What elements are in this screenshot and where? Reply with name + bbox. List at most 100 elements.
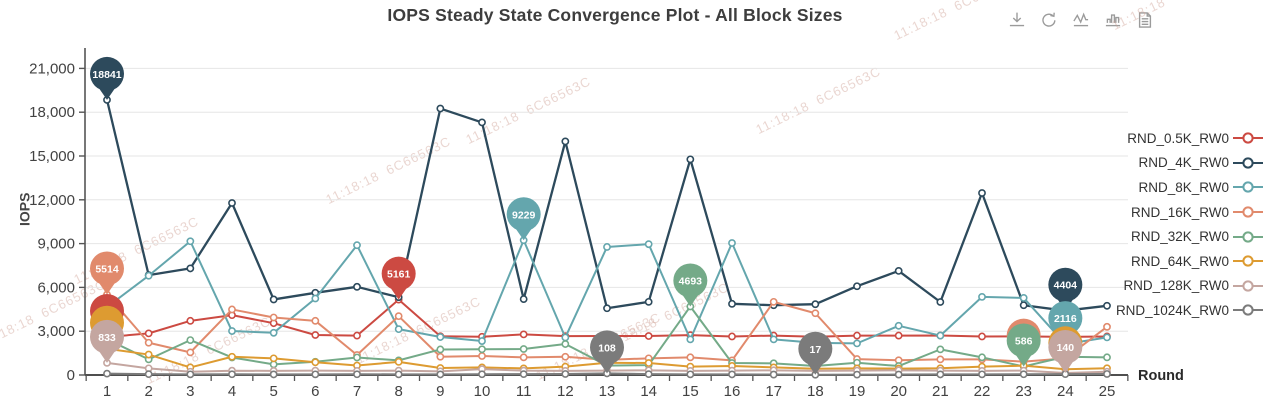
data-point[interactable] <box>728 299 736 308</box>
legend-item-RND_0.5K_RW0[interactable]: RND_0.5K_RW0 <box>1098 126 1264 151</box>
data-point[interactable] <box>1103 333 1111 342</box>
data-point[interactable] <box>519 330 528 339</box>
data-point[interactable] <box>269 328 278 337</box>
data-point[interactable] <box>436 370 445 379</box>
data-point[interactable] <box>228 199 236 207</box>
data-point[interactable] <box>269 295 278 304</box>
data-point[interactable] <box>853 370 861 379</box>
data-point[interactable] <box>603 243 611 251</box>
data-point[interactable] <box>936 355 945 364</box>
data-point[interactable] <box>353 331 361 340</box>
data-point[interactable] <box>811 300 820 309</box>
data-point[interactable] <box>894 331 903 340</box>
data-point[interactable] <box>894 267 903 275</box>
data-point[interactable] <box>311 358 320 367</box>
data-point[interactable] <box>978 332 986 341</box>
data-point[interactable] <box>394 325 403 334</box>
data-point[interactable] <box>478 352 486 360</box>
data-point[interactable] <box>269 313 278 322</box>
legend-item-RND_64K_RW0[interactable]: RND_64K_RW0 <box>1098 249 1264 274</box>
legend-item-RND_32K_RW0[interactable]: RND_32K_RW0 <box>1098 224 1264 249</box>
data-point[interactable] <box>1019 294 1028 302</box>
data-point[interactable] <box>811 309 820 318</box>
data-view-icon[interactable] <box>1136 11 1154 29</box>
data-point[interactable] <box>853 331 861 340</box>
data-point[interactable] <box>1103 322 1111 331</box>
data-point[interactable] <box>978 370 986 379</box>
data-point[interactable] <box>853 339 861 348</box>
data-point[interactable] <box>394 370 403 379</box>
data-point[interactable] <box>936 331 945 340</box>
data-point[interactable] <box>144 338 153 347</box>
data-point[interactable] <box>644 359 653 367</box>
data-point[interactable] <box>936 345 945 354</box>
data-point[interactable] <box>1019 370 1028 379</box>
data-point[interactable] <box>228 352 236 361</box>
data-point[interactable] <box>394 312 403 321</box>
data-point[interactable] <box>1103 353 1111 362</box>
data-point[interactable] <box>103 369 111 378</box>
data-point[interactable] <box>186 264 195 273</box>
data-point[interactable] <box>353 353 361 362</box>
data-point[interactable] <box>311 331 320 339</box>
data-point[interactable] <box>144 370 153 379</box>
data-point[interactable] <box>936 370 945 379</box>
data-point[interactable] <box>186 316 195 325</box>
bar-chart-icon[interactable] <box>1104 11 1122 29</box>
data-point[interactable] <box>478 118 486 127</box>
legend-item-RND_4K_RW0[interactable]: RND_4K_RW0 <box>1098 151 1264 176</box>
line-chart-icon[interactable] <box>1072 11 1090 29</box>
legend-item-RND_1024K_RW0[interactable]: RND_1024K_RW0 <box>1098 298 1264 323</box>
data-point[interactable] <box>561 340 570 348</box>
data-point[interactable] <box>1019 301 1028 310</box>
data-point[interactable] <box>1103 301 1111 310</box>
data-point[interactable] <box>186 348 195 357</box>
data-point[interactable] <box>519 353 528 362</box>
data-point[interactable] <box>894 370 903 379</box>
data-point[interactable] <box>519 295 528 303</box>
data-point[interactable] <box>311 294 320 303</box>
data-point[interactable] <box>186 237 195 246</box>
data-point[interactable] <box>519 345 528 353</box>
data-point[interactable] <box>978 189 986 197</box>
data-point[interactable] <box>353 282 361 291</box>
data-point[interactable] <box>144 271 153 280</box>
restore-icon[interactable] <box>1040 11 1058 29</box>
save-image-icon[interactable] <box>1008 11 1026 29</box>
data-point[interactable] <box>1103 370 1111 378</box>
data-point[interactable] <box>269 354 278 363</box>
data-point[interactable] <box>603 304 611 313</box>
data-point[interactable] <box>311 316 320 325</box>
data-point[interactable] <box>561 370 570 378</box>
data-point[interactable] <box>436 345 445 354</box>
data-point[interactable] <box>644 370 653 379</box>
data-point[interactable] <box>769 370 778 379</box>
data-point[interactable] <box>478 337 486 345</box>
data-point[interactable] <box>769 335 778 344</box>
data-point[interactable] <box>644 297 653 306</box>
data-point[interactable] <box>228 327 236 335</box>
legend-item-RND_16K_RW0[interactable]: RND_16K_RW0 <box>1098 200 1264 225</box>
data-point[interactable] <box>186 336 195 345</box>
data-point[interactable] <box>561 352 570 361</box>
data-point[interactable] <box>686 155 695 164</box>
data-point[interactable] <box>436 104 445 113</box>
data-point[interactable] <box>728 332 736 341</box>
data-point[interactable] <box>353 370 361 379</box>
data-point[interactable] <box>561 333 570 342</box>
data-point[interactable] <box>186 370 195 379</box>
legend-item-RND_128K_RW0[interactable]: RND_128K_RW0 <box>1098 274 1264 299</box>
data-point[interactable] <box>519 370 528 379</box>
data-point[interactable] <box>311 370 320 379</box>
data-point[interactable] <box>853 282 861 291</box>
data-point[interactable] <box>228 370 236 379</box>
data-point[interactable] <box>353 241 361 250</box>
data-point[interactable] <box>436 333 445 341</box>
data-point[interactable] <box>269 370 278 379</box>
data-point[interactable] <box>144 350 153 359</box>
legend-item-RND_8K_RW0[interactable]: RND_8K_RW0 <box>1098 175 1264 200</box>
data-point[interactable] <box>728 370 736 379</box>
data-point[interactable] <box>686 335 695 344</box>
data-point[interactable] <box>686 370 695 379</box>
data-point[interactable] <box>478 370 486 379</box>
